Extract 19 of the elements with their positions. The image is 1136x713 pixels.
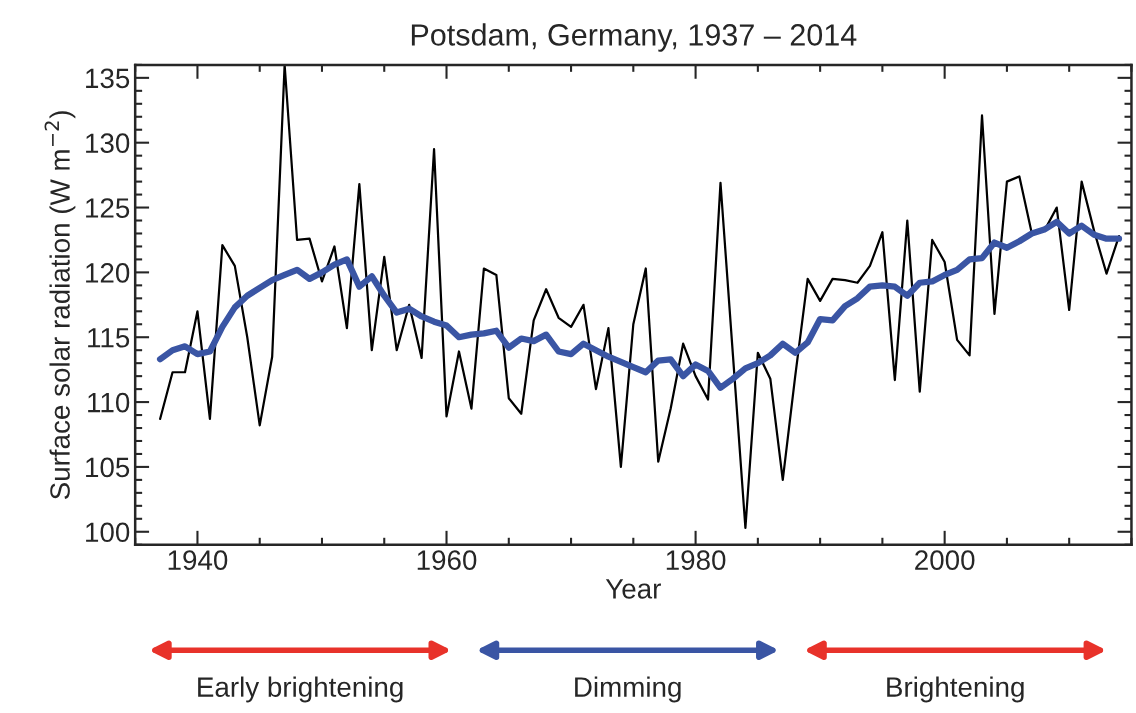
y-tick-label: 135 [86,68,130,89]
x-tick-label: 1980 [666,550,726,570]
y-tick-label: 120 [86,263,130,283]
line-series [158,64,1121,529]
y-axis-title: Surface solar radiation (W m$^{−2}$) [44,111,76,500]
x-tick-label: 2000 [915,550,975,570]
y-tick-label: 110 [88,392,130,413]
x-axis-title: Year [605,579,661,599]
y-tick-label: 100 [86,522,130,543]
chart-title: Potsdam, Germany, 1937 – 2014 [411,23,857,52]
y-tick-label: 130 [86,133,130,154]
x-tick-label: 1940 [168,550,228,570]
y-tick-label: 105 [86,457,130,478]
text: Dimming [575,676,681,703]
text: Brightening [887,676,1024,703]
text: Early brightening [198,676,403,703]
y-tick-label: 115 [88,328,130,348]
x-tick-label: 1960 [417,550,477,570]
y-tick-label: 125 [86,198,130,218]
